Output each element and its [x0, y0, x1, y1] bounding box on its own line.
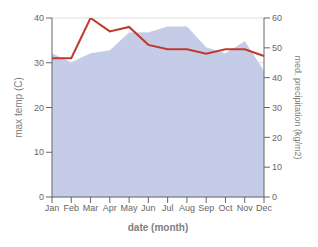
svg-text:med. precipitation (kg/m2): med. precipitation (kg/m2) — [293, 55, 303, 159]
svg-text:50: 50 — [272, 43, 282, 53]
svg-text:Dec: Dec — [256, 203, 273, 213]
svg-text:60: 60 — [272, 13, 282, 23]
svg-text:Jan: Jan — [45, 203, 60, 213]
svg-text:Oct: Oct — [218, 203, 233, 213]
svg-text:Mar: Mar — [83, 203, 99, 213]
svg-text:May: May — [121, 203, 139, 213]
svg-text:max temp (C): max temp (C) — [13, 77, 24, 138]
svg-text:30: 30 — [272, 103, 282, 113]
svg-text:date (month): date (month) — [128, 222, 189, 233]
svg-text:40: 40 — [34, 13, 44, 23]
svg-text:Jul: Jul — [162, 203, 174, 213]
svg-text:0: 0 — [272, 192, 277, 202]
svg-text:Sep: Sep — [198, 203, 214, 213]
svg-text:40: 40 — [272, 73, 282, 83]
svg-text:10: 10 — [34, 147, 44, 157]
svg-text:20: 20 — [34, 103, 44, 113]
svg-text:Apr: Apr — [103, 203, 117, 213]
svg-text:Jun: Jun — [141, 203, 156, 213]
svg-text:Aug: Aug — [179, 203, 195, 213]
svg-text:Feb: Feb — [64, 203, 80, 213]
svg-text:Nov: Nov — [237, 203, 254, 213]
svg-text:0: 0 — [39, 192, 44, 202]
svg-text:10: 10 — [272, 162, 282, 172]
svg-text:30: 30 — [34, 58, 44, 68]
svg-text:20: 20 — [272, 133, 282, 143]
